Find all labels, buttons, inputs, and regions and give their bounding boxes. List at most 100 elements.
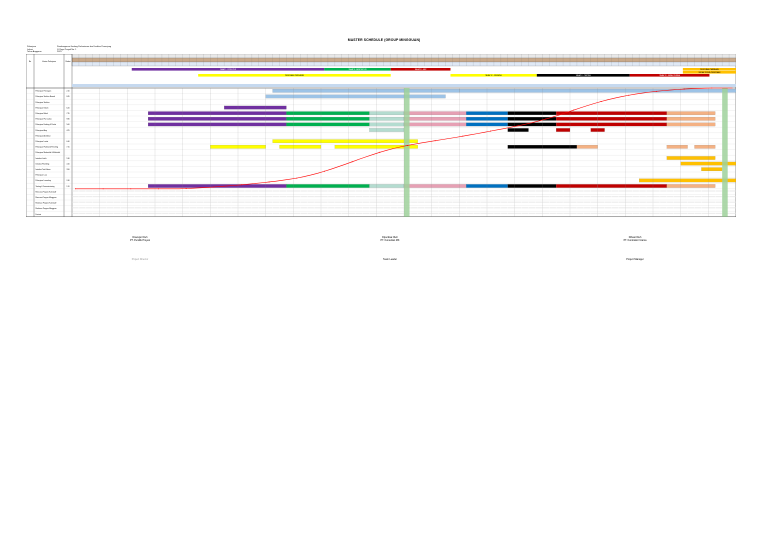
summary-cell: [134, 207, 141, 209]
summary-cell: [321, 201, 328, 203]
summary-cell: [189, 212, 197, 214]
signature-role: Diperiksa Oleh: [382, 236, 398, 239]
summary-cell: [563, 207, 570, 209]
summary-cell: [487, 201, 494, 203]
summary-cell: [466, 207, 473, 209]
summary-cell: [265, 207, 273, 209]
summary-cell: [431, 201, 439, 203]
summary-cell: [231, 201, 238, 203]
summary-cell: [383, 196, 390, 198]
summary-cell: [466, 190, 473, 192]
s-curve-point: [296, 177, 298, 179]
summary-cell: [708, 190, 716, 192]
s-curve-point: [572, 109, 574, 111]
summary-cell: [584, 190, 591, 192]
summary-cell: [162, 207, 169, 209]
summary-cell: [438, 201, 446, 203]
meta-row: Tahun Anggaran 2023: [27, 51, 111, 54]
summary-cell: [203, 196, 211, 198]
summary-cell: [653, 196, 660, 198]
summary-cell: [570, 196, 577, 198]
summary-cell: [466, 196, 473, 198]
summary-cell: [487, 190, 494, 192]
s-curve-point: [434, 140, 436, 142]
activity-bar: [507, 122, 557, 127]
activity-bar: [694, 145, 716, 149]
summary-cell: [72, 190, 79, 192]
s-curve-point: [489, 130, 491, 132]
summary-cell: [459, 207, 467, 209]
summary-cell: [667, 207, 674, 209]
summary-cell: [431, 212, 439, 214]
summary-cell: [390, 207, 397, 209]
summary-cell: [646, 207, 653, 209]
summary-cell: [694, 212, 702, 214]
summary-cell: [86, 196, 93, 198]
summary-cell: [611, 190, 619, 192]
summary-cell: [653, 190, 660, 192]
summary-cell: [729, 190, 736, 192]
summary-cell: [307, 212, 314, 214]
summary-cell: [577, 212, 584, 214]
summary-cell: [445, 212, 453, 214]
header-bobot: Bobot: [66, 60, 71, 63]
summary-cell: [92, 196, 100, 198]
summary-cell: [701, 196, 709, 198]
summary-cell: [390, 212, 397, 214]
summary-cell: [175, 201, 183, 203]
summary-cell: [514, 207, 522, 209]
summary-cell: [632, 207, 639, 209]
summary-cell: [155, 201, 162, 203]
summary-cell: [355, 190, 363, 192]
summary-cell: [694, 190, 702, 192]
summary-cell: [238, 207, 245, 209]
summary-cell: [480, 212, 487, 214]
summary-cell: [480, 196, 487, 198]
summary-cell: [639, 196, 646, 198]
activity-bar: [286, 117, 370, 121]
meta-row: Lokasi Jl. Raya Proyek No. 1: [27, 49, 111, 52]
summary-cell: [286, 207, 294, 209]
summary-cell: [231, 190, 238, 192]
s-curve-point: [157, 188, 159, 190]
signature-role: Disetujui Oleh: [132, 236, 148, 239]
summary-cell: [258, 212, 266, 214]
summary-cell: [604, 196, 612, 198]
summary-cell: [528, 201, 536, 203]
summary-cell: [715, 190, 722, 192]
summary-cell: [708, 201, 716, 203]
summary-cell: [286, 212, 294, 214]
summary-cell: [431, 196, 439, 198]
summary-cell: [348, 207, 356, 209]
summary-cell: [79, 201, 86, 203]
summary-cell: [445, 207, 453, 209]
row-label: Instalasi Listrik: [36, 157, 47, 160]
summary-cell: [369, 207, 377, 209]
summary-cell: [92, 201, 100, 203]
summary-cell: [169, 196, 176, 198]
summary-cell: [549, 196, 556, 198]
activity-bar: [639, 178, 736, 183]
row-bobot: 5.30: [66, 158, 69, 160]
meta-value: Pembangunan Gedung Perkantoran dan Fasil…: [57, 46, 112, 48]
s-curve-point: [74, 188, 76, 190]
summary-cell: [431, 207, 439, 209]
summary-cell: [604, 207, 612, 209]
summary-cell: [210, 207, 218, 209]
summary-cell: [563, 212, 570, 214]
summary-cell: [694, 196, 702, 198]
milestone-bar: [682, 68, 736, 71]
schedule-sheet[interactable]: TAHAP I - STRUKTUR TAHAP II - ARSITEKTUR T…: [26, 54, 736, 236]
summary-cell: [514, 190, 522, 192]
summary-cell: [729, 207, 736, 209]
summary-cell: [99, 196, 107, 198]
summary-cell: [99, 207, 107, 209]
activity-bar: [666, 184, 716, 188]
summary-cell: [701, 207, 709, 209]
summary-cell: [708, 207, 716, 209]
summary-cell: [715, 207, 722, 209]
summary-cell: [155, 207, 162, 209]
summary-cell: [286, 201, 294, 203]
summary-cell: [618, 207, 626, 209]
summary-cell: [134, 212, 141, 214]
